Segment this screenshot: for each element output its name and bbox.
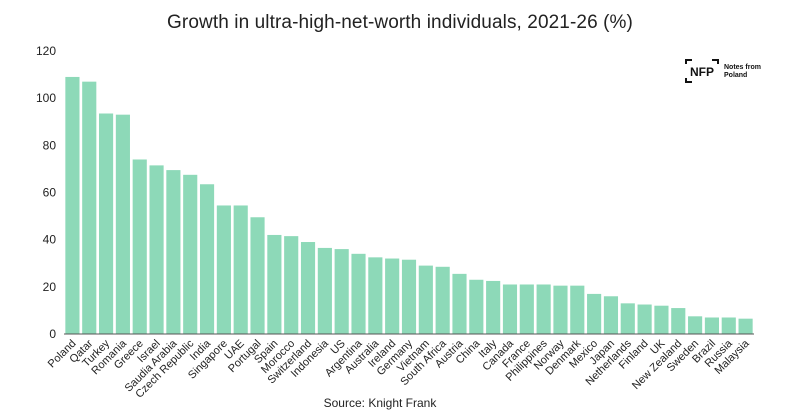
bar — [115, 114, 130, 334]
y-axis: 0 20 40 60 80 100 120 — [36, 44, 56, 341]
y-tick-label: 60 — [43, 186, 57, 200]
bar — [469, 279, 484, 334]
nfp-logo-mark: NFP — [685, 59, 719, 83]
bar — [183, 174, 198, 334]
y-tick-label: 20 — [43, 280, 57, 294]
chart-title: Growth in ultra-high-net-worth individua… — [167, 12, 633, 33]
bar — [654, 305, 669, 334]
bar — [570, 285, 585, 334]
bar — [82, 81, 97, 334]
bar — [688, 316, 703, 334]
bar — [738, 318, 753, 334]
bar — [721, 317, 736, 334]
y-tick-label: 40 — [43, 233, 57, 247]
bar — [553, 285, 568, 334]
bar — [65, 76, 80, 334]
bar — [452, 273, 467, 334]
bar — [199, 184, 215, 334]
bar — [435, 266, 450, 334]
bar — [418, 265, 433, 334]
bar — [132, 159, 147, 334]
bar — [637, 304, 652, 334]
bar — [284, 236, 299, 334]
bar — [216, 205, 231, 334]
bar — [603, 296, 619, 334]
logo-tagline: Notes from Poland — [724, 64, 761, 79]
logo-mark-text: NFP — [690, 65, 714, 79]
bar — [334, 249, 349, 334]
bar — [519, 284, 534, 334]
y-tick-label: 100 — [36, 91, 56, 105]
y-tick-label: 80 — [43, 138, 57, 152]
bar — [401, 259, 417, 334]
bar — [149, 165, 164, 334]
x-axis-labels: PolandQatarTurkeyRomaniaGreeceIsraelSaud… — [46, 337, 753, 401]
bar — [536, 284, 551, 334]
bar — [99, 113, 114, 334]
bar — [267, 234, 282, 334]
bar — [300, 242, 316, 334]
bar — [317, 247, 332, 334]
bar — [704, 317, 719, 334]
chart-source: Source: Knight Frank — [323, 396, 437, 410]
y-tick-label: 0 — [49, 327, 56, 341]
bar — [385, 258, 400, 334]
bar — [671, 308, 686, 334]
y-tick-label: 120 — [36, 44, 56, 58]
bar — [233, 205, 248, 334]
bar — [368, 257, 383, 334]
bar — [250, 217, 265, 334]
bar — [166, 170, 181, 334]
bar — [486, 280, 501, 334]
nfp-logo: NFP Notes from Poland — [684, 56, 768, 90]
bar — [502, 284, 518, 334]
bars — [65, 76, 753, 334]
bar — [587, 293, 602, 334]
bar — [351, 253, 366, 334]
bar — [620, 303, 635, 334]
